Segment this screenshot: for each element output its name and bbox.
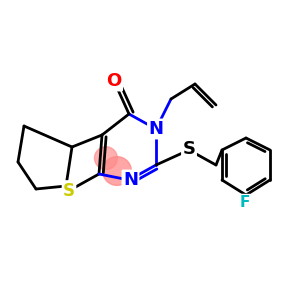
Circle shape — [103, 157, 131, 185]
Circle shape — [94, 147, 117, 169]
Text: N: N — [123, 171, 138, 189]
Text: S: S — [182, 140, 196, 158]
Text: N: N — [148, 120, 164, 138]
Text: F: F — [239, 195, 250, 210]
Text: O: O — [106, 72, 122, 90]
Text: S: S — [63, 182, 75, 200]
